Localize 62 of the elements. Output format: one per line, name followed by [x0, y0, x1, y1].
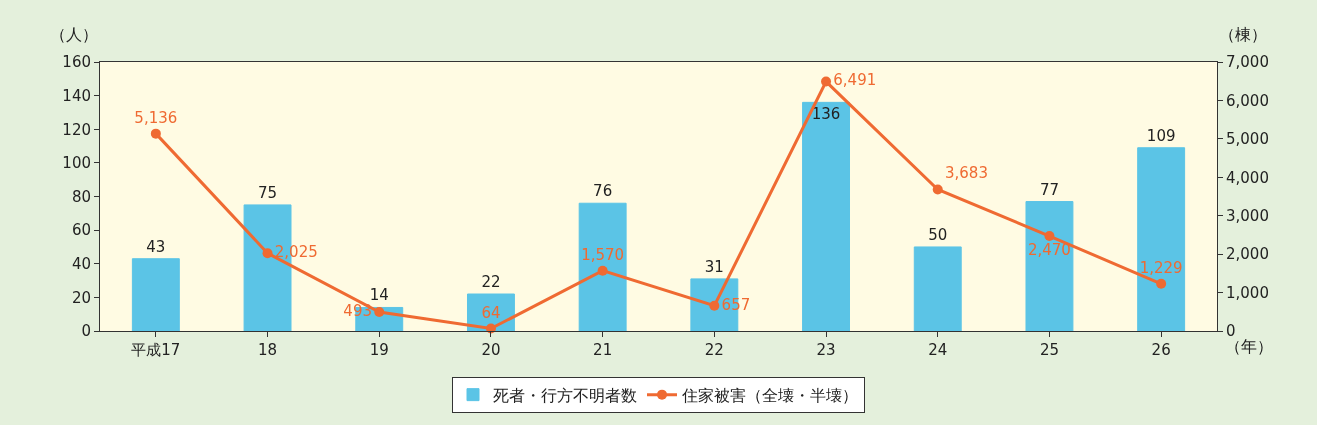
point — [150, 128, 161, 139]
y-tick-label: 0 — [81, 322, 91, 341]
x-tick-label: 21 — [593, 341, 613, 359]
data-label: 43 — [146, 237, 166, 256]
data-label: 136 — [811, 105, 841, 124]
y-tick-label: 60 — [71, 221, 91, 240]
y2-tick-label: 4,000 — [1226, 168, 1269, 187]
data-label: 22 — [481, 273, 501, 292]
data-label: 77 — [1039, 180, 1059, 199]
point — [709, 300, 720, 311]
point — [1156, 278, 1167, 289]
x-tick-label: 23 — [816, 341, 836, 359]
point — [597, 265, 608, 276]
data-label: 6,491 — [833, 71, 877, 90]
legend-label: 住家被害（全壊・半壊） — [681, 385, 858, 405]
x-tick-label: 25 — [1039, 341, 1059, 359]
bar — [578, 202, 627, 331]
x-tick-label: 20 — [481, 341, 501, 359]
bar — [1025, 201, 1074, 331]
y-axis-title: （人） — [50, 25, 98, 44]
point — [932, 184, 943, 195]
y2-tick-label: 6,000 — [1226, 91, 1269, 110]
x-tick-label: 22 — [704, 341, 724, 359]
y2-axis-title: （棟） — [1219, 25, 1267, 44]
y2-tick-label: 5,000 — [1226, 130, 1269, 149]
y2-tick-label: 1,000 — [1226, 283, 1269, 302]
data-label: 76 — [593, 182, 613, 201]
y-tick-label: 40 — [71, 255, 91, 273]
y-tick-label: 20 — [71, 288, 91, 307]
data-label: 2,470 — [1027, 240, 1071, 259]
x-tick-label: 19 — [369, 341, 389, 359]
bar — [802, 101, 851, 331]
bar — [1137, 147, 1186, 331]
data-label: 50 — [928, 225, 948, 244]
x-tick-label: 平成17 — [131, 341, 181, 359]
point — [262, 248, 273, 259]
y-tick-label: 120 — [62, 120, 91, 139]
y-tick-label: 160 — [62, 53, 91, 72]
point — [374, 307, 385, 318]
data-label: 109 — [1146, 126, 1176, 145]
x-tick-label: 24 — [928, 341, 948, 359]
data-label: 1,229 — [1139, 258, 1183, 277]
data-label: 14 — [369, 286, 389, 305]
data-label: 1,570 — [581, 245, 625, 264]
point — [821, 76, 832, 87]
legend-label: 死者・行方不明者数 — [493, 385, 637, 405]
x-tick-label: 26 — [1151, 341, 1171, 359]
y-tick-label: 140 — [62, 86, 91, 105]
y2-tick-label: 2,000 — [1226, 245, 1269, 264]
data-label: 5,136 — [134, 108, 178, 127]
y2-tick-label: 7,000 — [1226, 53, 1269, 72]
data-label: 64 — [481, 303, 501, 322]
x-tick-label: 18 — [258, 341, 278, 359]
bar — [131, 258, 180, 331]
point — [1044, 231, 1055, 242]
bar — [913, 246, 962, 331]
data-label: 75 — [258, 183, 278, 202]
y-tick-label: 80 — [71, 187, 91, 206]
data-label: 3,683 — [945, 164, 988, 183]
data-label: 31 — [704, 257, 724, 276]
y-tick-label: 100 — [62, 154, 91, 173]
y2-tick-label: 3,000 — [1226, 206, 1269, 225]
